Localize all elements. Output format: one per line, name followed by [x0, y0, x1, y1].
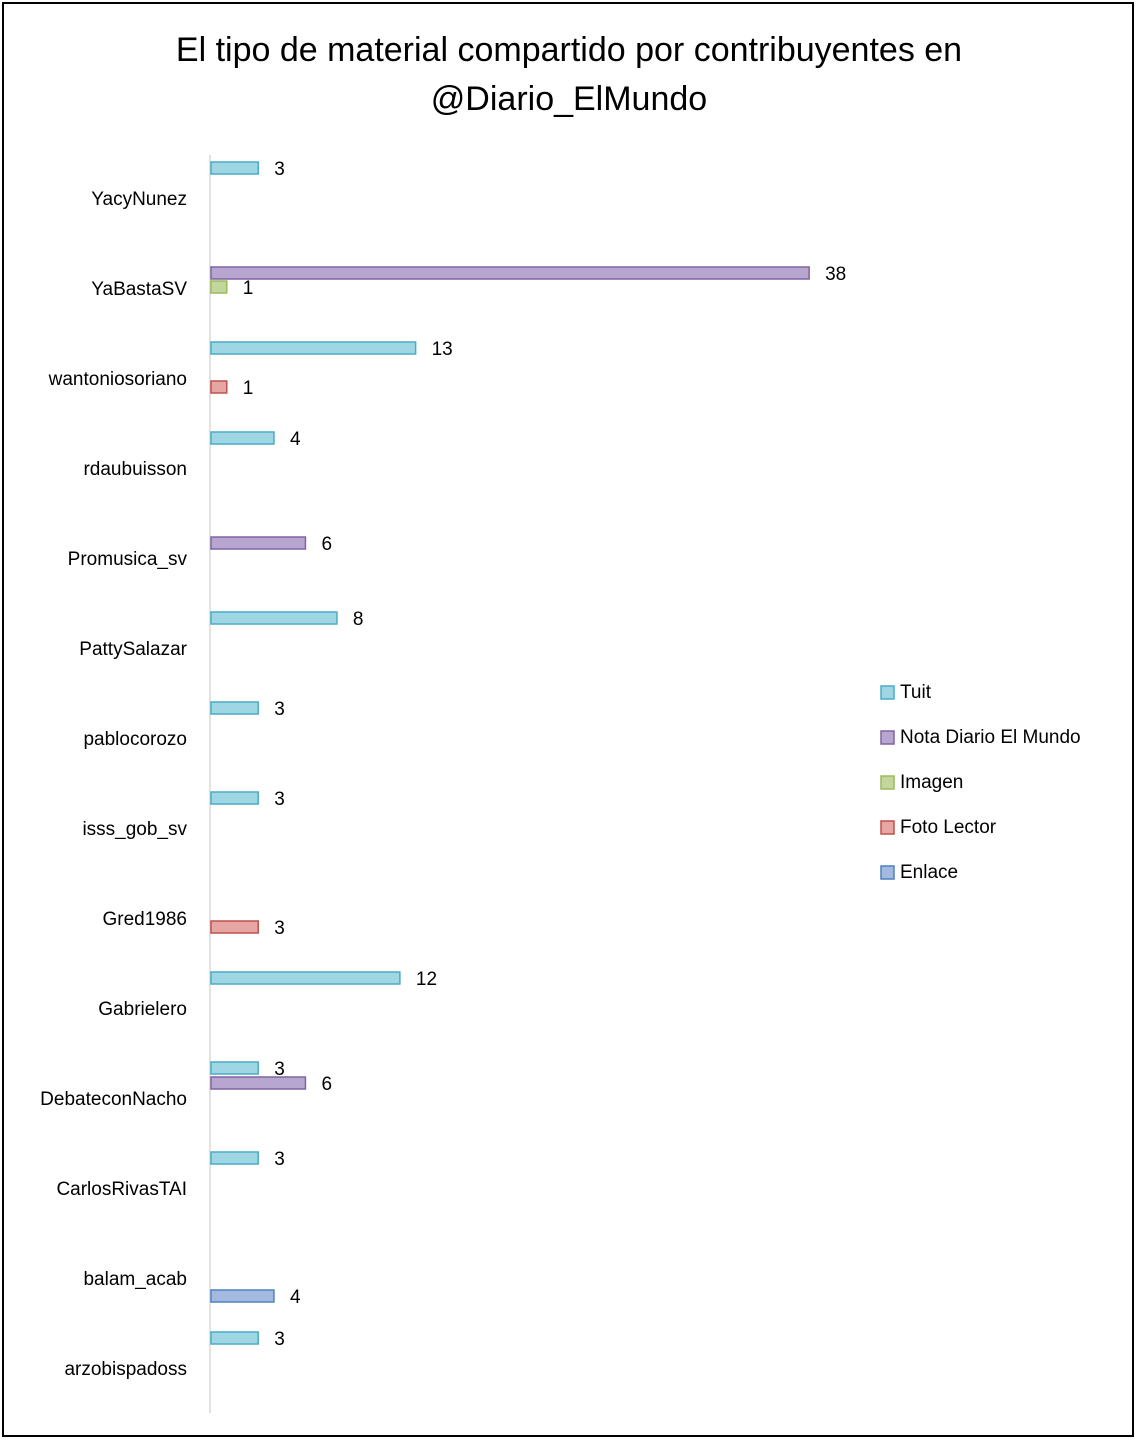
bar	[210, 1289, 275, 1303]
data-label: 38	[825, 264, 846, 285]
bars	[210, 161, 810, 1345]
bar	[210, 280, 228, 294]
data-label: 4	[290, 429, 301, 450]
data-label: 13	[432, 339, 453, 360]
bar	[210, 380, 228, 394]
data-label: 3	[274, 699, 285, 720]
data-label: 4	[290, 1287, 301, 1308]
category-label: Promusica_sv	[68, 549, 188, 570]
legend: Tuit Nota Diario El Mundo Imagen Foto Lecto…	[880, 682, 1081, 883]
bar	[210, 431, 275, 445]
category-labels: YacyNunez YaBastaSV wantoniosoriano rdaubui…	[40, 189, 187, 1380]
legend-entry: Imagen	[900, 772, 963, 793]
legend-swatch	[880, 685, 895, 700]
chart-title: El tipo de material compartido por contr…	[176, 31, 962, 118]
data-label: 3	[274, 1059, 285, 1080]
legend-swatch	[880, 730, 895, 745]
bar	[210, 266, 810, 280]
data-label: 6	[321, 534, 332, 555]
legend-entry: Tuit	[900, 682, 932, 703]
legend-entry: Foto Lector	[900, 817, 997, 838]
category-label: rdaubuisson	[83, 459, 187, 480]
category-label: CarlosRivasTAI	[56, 1179, 187, 1200]
chart-title-line-2: @Diario_ElMundo	[431, 80, 707, 118]
data-label: 1	[243, 278, 254, 299]
bar	[210, 611, 338, 625]
category-label: arzobispadoss	[64, 1359, 187, 1380]
legend-swatch	[880, 865, 895, 880]
data-label: 12	[416, 969, 437, 990]
category-label: YacyNunez	[91, 189, 187, 210]
bar	[210, 1076, 307, 1090]
bar	[210, 971, 401, 985]
data-label: 3	[274, 918, 285, 939]
legend-entry: Nota Diario El Mundo	[900, 727, 1081, 748]
data-label: 6	[321, 1074, 332, 1095]
bar	[210, 1061, 259, 1075]
legend-entry: Enlace	[900, 862, 958, 883]
category-label: isss_gob_sv	[82, 819, 187, 840]
data-label: 8	[353, 609, 364, 630]
bar	[210, 701, 259, 715]
data-label: 3	[274, 1149, 285, 1170]
category-label: YaBastaSV	[91, 279, 187, 300]
category-label: Gabrielero	[98, 999, 187, 1020]
data-label: 1	[243, 378, 254, 399]
category-label: balam_acab	[83, 1269, 187, 1290]
category-label: wantoniosoriano	[48, 369, 187, 390]
data-label: 3	[274, 789, 285, 810]
bar	[210, 1331, 259, 1345]
bar	[210, 791, 259, 805]
category-label: Gred1986	[102, 909, 187, 930]
bar	[210, 536, 307, 550]
bar	[210, 1151, 259, 1165]
data-label: 3	[274, 159, 285, 180]
data-label: 3	[274, 1329, 285, 1350]
category-label: pablocorozo	[83, 729, 187, 750]
bar	[210, 920, 259, 934]
bar	[210, 161, 259, 175]
legend-swatch	[880, 820, 895, 835]
legend-swatch	[880, 775, 895, 790]
category-label: DebateconNacho	[40, 1089, 187, 1110]
bar	[210, 341, 417, 355]
chart-title-line-1: El tipo de material compartido por contr…	[176, 31, 962, 69]
category-label: PattySalazar	[79, 639, 187, 660]
